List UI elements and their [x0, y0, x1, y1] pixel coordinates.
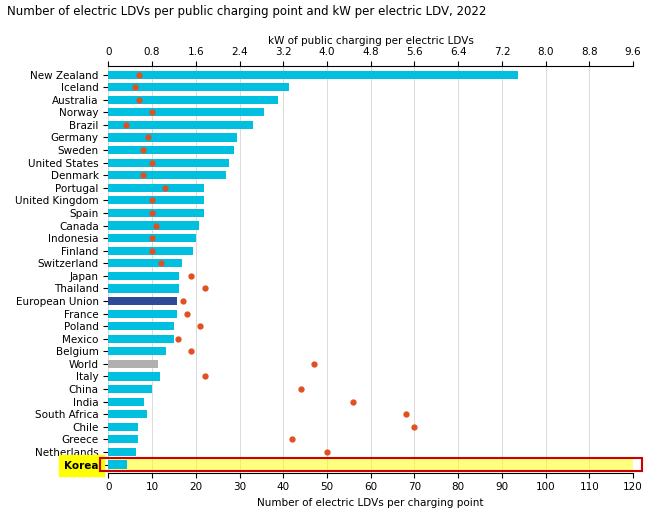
Text: Number of electric LDVs per public charging point and kW per electric LDV, 2022: Number of electric LDVs per public charg… [7, 5, 486, 18]
Bar [109, 171, 226, 179]
Bar [109, 234, 196, 242]
X-axis label: Number of electric LDVs per charging point: Number of electric LDVs per charging poi… [257, 498, 484, 508]
Bar [109, 310, 177, 317]
Bar [109, 247, 193, 255]
Bar [109, 360, 157, 368]
Bar [109, 372, 161, 381]
Bar [99, 458, 642, 471]
Bar [109, 108, 264, 117]
Bar [109, 121, 253, 129]
Bar [109, 423, 138, 431]
Bar [109, 460, 128, 469]
Bar [109, 83, 289, 92]
Bar [109, 285, 180, 292]
X-axis label: kW of public charging per electric LDVs: kW of public charging per electric LDVs [268, 36, 474, 46]
Bar [109, 347, 166, 356]
Bar [109, 448, 136, 456]
Bar [109, 96, 278, 104]
Bar [109, 458, 633, 471]
Bar [109, 158, 228, 167]
Bar [109, 221, 199, 230]
Bar [109, 272, 180, 280]
Bar [109, 133, 237, 142]
Bar [109, 297, 177, 305]
Bar [109, 146, 234, 154]
Bar [109, 385, 152, 393]
Bar [109, 335, 174, 343]
Bar [109, 410, 147, 418]
Bar [109, 71, 519, 78]
Bar [109, 435, 138, 444]
Bar [109, 209, 204, 217]
Bar [109, 184, 204, 192]
Bar [109, 322, 174, 330]
Bar [109, 196, 204, 204]
Bar [109, 397, 144, 406]
Bar [109, 259, 182, 267]
